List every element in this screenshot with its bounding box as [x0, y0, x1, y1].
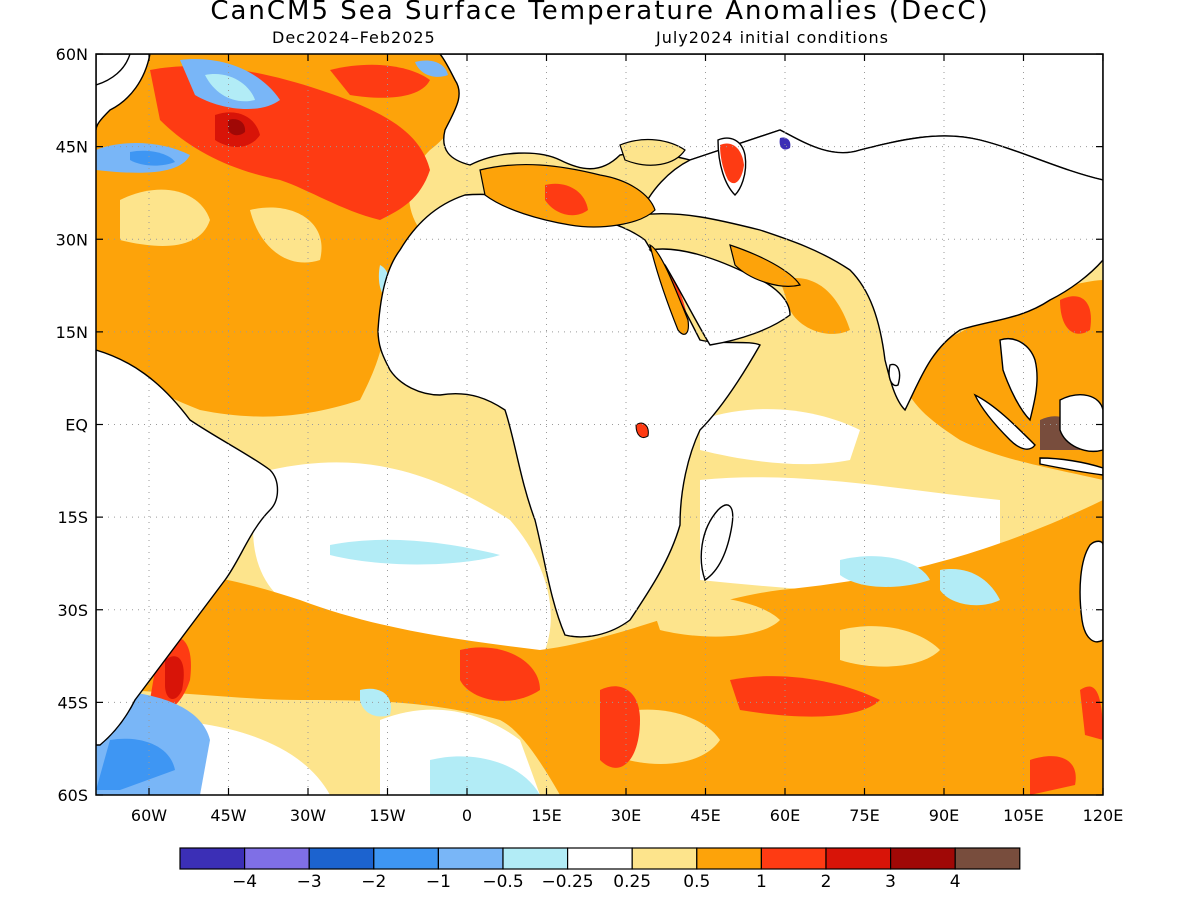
initial-conditions-label: July2024 initial conditions [656, 28, 889, 47]
colorbar-swatch [760, 847, 827, 870]
colorbar-swatch [502, 847, 569, 870]
lon-tick-label: 45E [690, 806, 720, 825]
lat-tick-label: 15S [57, 508, 88, 527]
colorbar-swatch [373, 847, 439, 870]
colorbar-swatch [308, 847, 375, 870]
lat-tick-label: 15N [56, 323, 88, 342]
colorbar-label: 2 [821, 872, 832, 892]
colorbar-label: −0.25 [542, 872, 594, 892]
lon-tick-label: 105E [1003, 806, 1044, 825]
longitude-labels: 60W 45W 30W 15W 0 15E 30E 45E 60E 75E 90E 105E 120E [131, 806, 1123, 825]
colorbar-label: −0.5 [482, 872, 523, 892]
colorbar-label: 4 [950, 872, 961, 892]
colorbar-label: 1 [756, 872, 767, 892]
sumatra-land [973, 393, 1036, 450]
lon-tick-label: 75E [849, 806, 879, 825]
south-america-land [96, 349, 279, 746]
lon-tick-label: 60W [131, 806, 167, 825]
lon-tick-label: 15E [531, 806, 561, 825]
season-label: Dec2024–Feb2025 [272, 28, 436, 47]
colorbar-swatch [179, 847, 246, 870]
latitude-labels: 60N 45N 30N 15N EQ 15S 30S 45S 60S [56, 45, 88, 805]
colorbar-label: −3 [297, 872, 322, 892]
lon-tick-label: 30W [290, 806, 326, 825]
sea-anomalies [479, 137, 801, 439]
colorbar-swatch [825, 847, 892, 870]
colorbar-label: 0.5 [683, 872, 710, 892]
lat-tick-label: 30S [57, 601, 88, 620]
anomaly-darkred-regions [165, 112, 1080, 700]
colorbar-label: 3 [885, 872, 896, 892]
lat-tick-label: 60N [56, 45, 88, 64]
colorbar [179, 847, 1021, 870]
colorbar-label: 0.25 [613, 872, 651, 892]
sri-lanka-land [888, 363, 901, 387]
colorbar-label: −1 [426, 872, 451, 892]
madagascar-land [700, 504, 734, 582]
lat-tick-label: 60S [57, 786, 88, 805]
colorbar-swatch [244, 847, 310, 870]
colorbar-swatch [631, 847, 698, 870]
land-masses [96, 54, 1103, 746]
lon-tick-label: 120E [1083, 806, 1124, 825]
java-land [1039, 457, 1103, 476]
colorbar-label: −4 [232, 872, 257, 892]
lat-tick-label: 45N [56, 138, 88, 157]
lon-tick-label: 45W [210, 806, 246, 825]
lon-tick-label: 90E [929, 806, 959, 825]
colorbar-swatch [437, 847, 504, 870]
australia-land [1079, 540, 1103, 643]
map-title: CanCM5 Sea Surface Temperature Anomalies… [210, 0, 990, 26]
southeast-asia-land [999, 338, 1038, 422]
colorbar-swatch [889, 847, 956, 870]
lat-tick-label: EQ [65, 416, 88, 435]
lon-tick-label: 30E [611, 806, 641, 825]
lat-tick-label: 45S [57, 693, 88, 712]
lat-tick-label: 30N [56, 230, 88, 249]
colorbar-label: −2 [361, 872, 386, 892]
colorbar-swatch [696, 847, 762, 870]
colorbar-swatch [954, 847, 1021, 870]
lon-tick-label: 15W [369, 806, 405, 825]
colorbar-labels: −4 −3 −2 −1 −0.5 −0.25 0.25 0.5 1 2 3 4 [232, 872, 961, 892]
lon-tick-label: 60E [770, 806, 800, 825]
arabia-land [648, 248, 791, 346]
axis-ticks [96, 53, 1104, 796]
colorbar-swatch [566, 847, 633, 870]
map-panel [96, 54, 1103, 795]
lon-tick-label: 0 [462, 806, 472, 825]
borneo-land [1059, 394, 1103, 452]
